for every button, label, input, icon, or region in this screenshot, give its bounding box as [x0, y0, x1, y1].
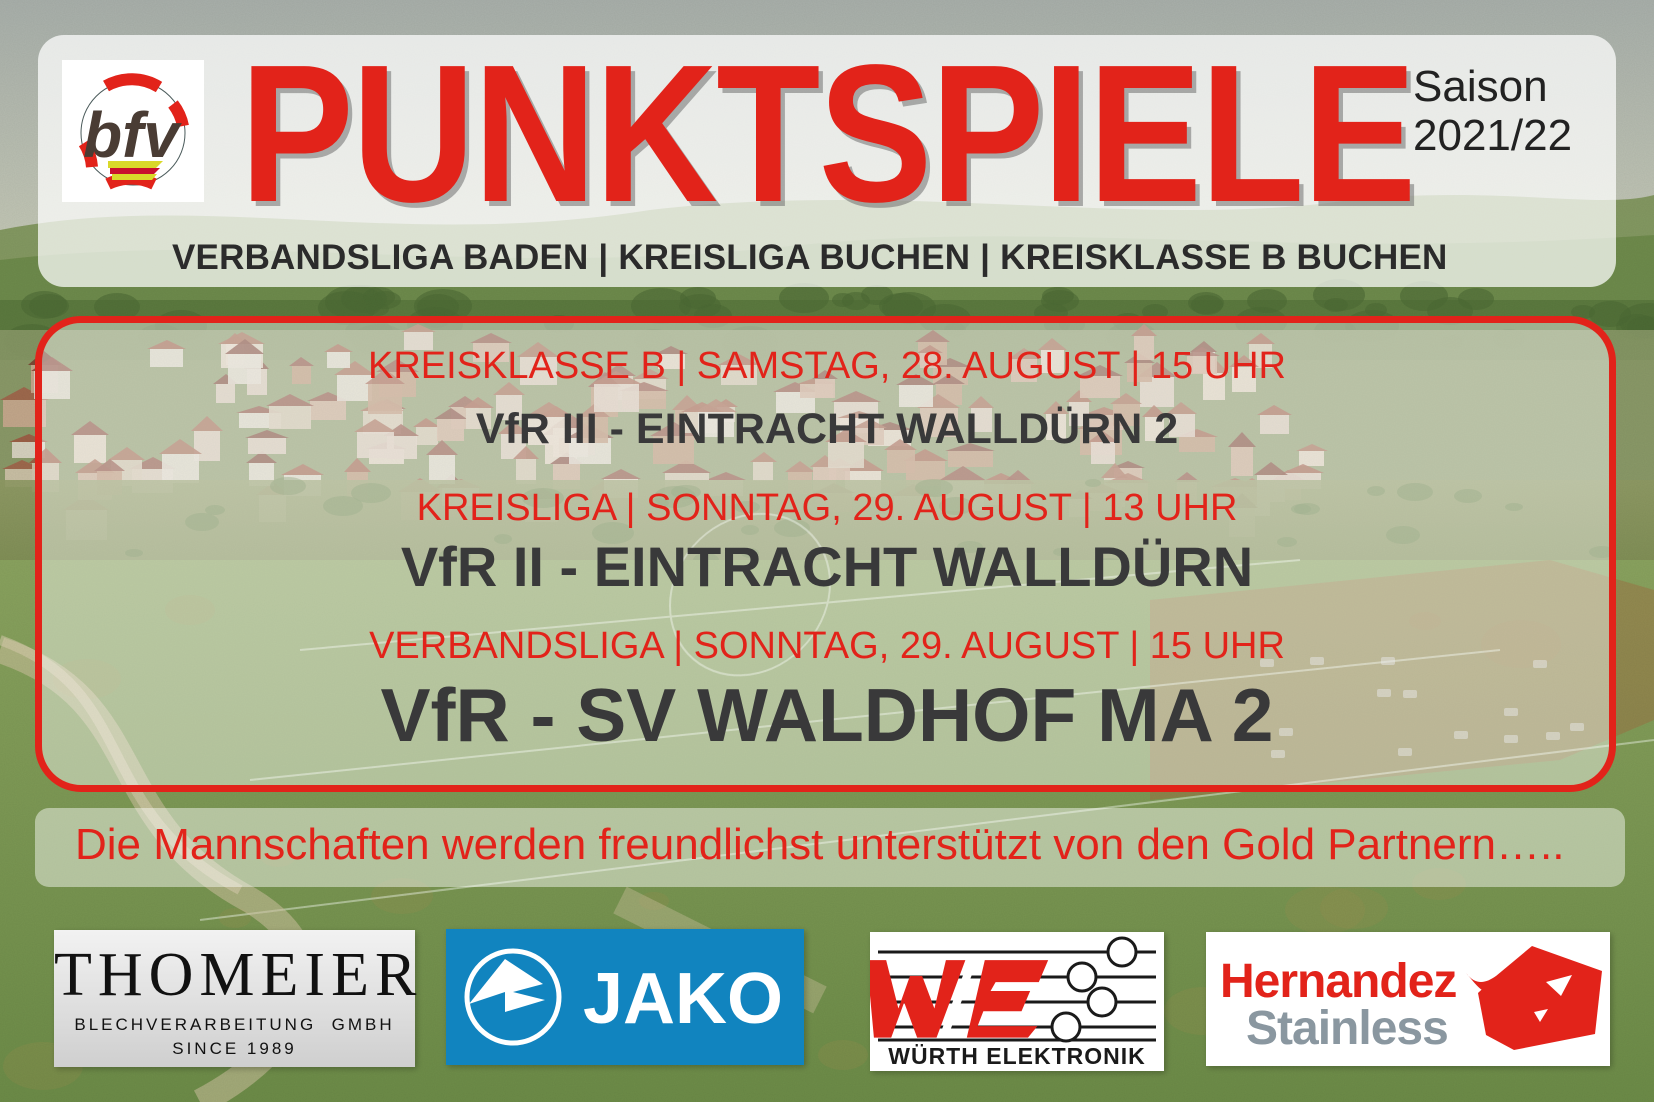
svg-text:bfv: bfv	[83, 99, 182, 171]
svg-text:Stainless: Stainless	[1246, 1002, 1448, 1055]
svg-text:JAKO: JAKO	[583, 959, 783, 1039]
svg-text:Hernandez: Hernandez	[1220, 955, 1456, 1008]
svg-text:WÜRTH ELEKTRONIK: WÜRTH ELEKTRONIK	[888, 1043, 1145, 1069]
